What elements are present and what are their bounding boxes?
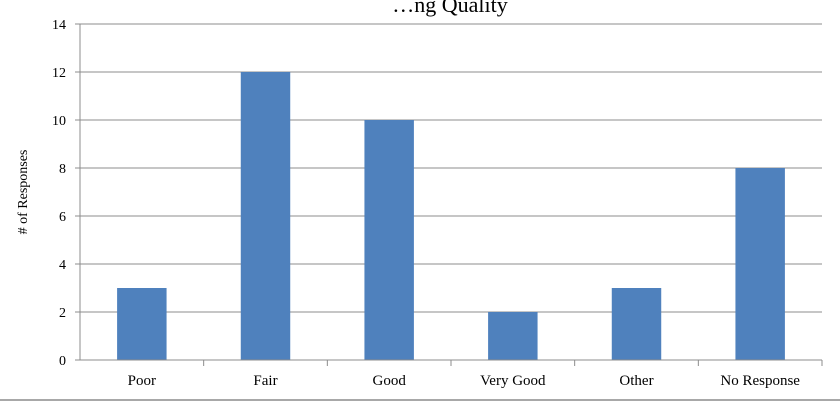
x-category-label: Fair (253, 373, 277, 389)
y-tick-label: 4 (59, 258, 66, 273)
y-tick-label: 12 (52, 66, 66, 81)
bar-other (611, 288, 662, 360)
bar-layer (117, 72, 785, 360)
y-tick-label: 10 (52, 114, 66, 129)
bar-poor (117, 288, 167, 360)
grid-layer (80, 23, 822, 313)
x-category-label: No Response (720, 373, 800, 389)
axis-layer (0, 23, 840, 401)
x-category-label: Other (619, 373, 653, 389)
x-category-label: Very Good (480, 373, 546, 389)
x-category-label: Good (372, 373, 406, 389)
chart-title: …ng Quality (392, 0, 508, 17)
y-tick-label: 14 (52, 18, 66, 33)
bar-good (364, 120, 414, 360)
bar-no-response (735, 168, 785, 360)
x-category-label: Poor (128, 373, 156, 389)
bar-fair (240, 72, 291, 360)
y-tick-label: 6 (59, 210, 66, 225)
y-tick-label: 2 (59, 306, 66, 321)
y-tick-label: 8 (59, 162, 66, 177)
label-layer: 0 2 4 6 8 10 12 14 Poor Fair Good Very Good Other No … (52, 18, 800, 389)
bar-very-good (488, 312, 538, 360)
y-tick-label: 0 (59, 354, 66, 369)
y-axis-title: # of Responses (16, 150, 31, 235)
